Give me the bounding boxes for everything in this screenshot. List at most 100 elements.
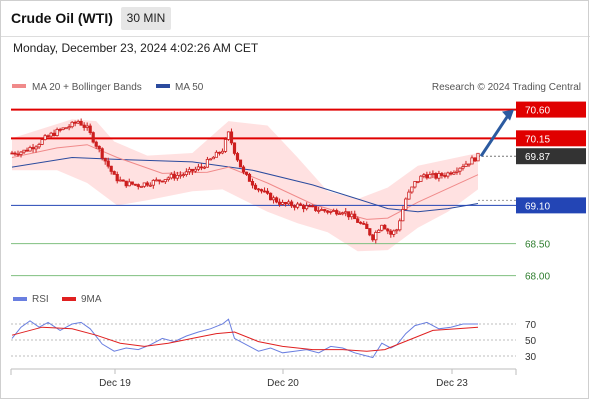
candle-body [410,186,414,193]
support-label: 68.50 [525,240,550,251]
candle-body [277,201,282,205]
candle-body [289,201,294,207]
candle-body [386,228,390,232]
candle-body [157,179,161,182]
rsi-line [11,318,478,359]
candle-body [280,201,285,205]
candle-body [398,220,402,231]
candle-body [163,179,167,183]
candle-body [22,149,26,153]
candle-body [178,174,182,177]
price-legend: MA 20 + Bollinger Bands MA 50 Research ©… [12,82,581,93]
ma50-legend-label: MA 50 [175,82,204,93]
candle-body [359,221,363,224]
x-tick-label: Dec 20 [267,378,299,389]
candle-body [31,147,35,150]
candle-body [190,168,194,172]
candle-body [310,205,315,208]
rsi-legend-label: RSI [32,294,49,305]
candle-body [404,198,408,210]
candle-body [241,166,246,173]
candle-body [85,125,89,128]
candle-body [187,168,191,173]
candle-body [371,234,375,241]
candle-body [395,229,399,232]
level-labels: 70.60 70.15 69.87 69.10 68.50 68.00 [516,101,586,283]
candle-body [226,131,231,140]
candle-body [332,210,336,212]
candle-body [407,191,411,200]
candle-body [148,184,152,187]
candle-body [166,177,170,180]
candle-body [70,121,74,128]
candle-body [250,180,255,186]
candles [10,118,480,244]
candle-body [109,165,113,172]
rsi-legend: RSI 9MA [13,294,102,305]
candle-body [196,166,200,170]
ma50-legend-swatch [156,84,170,88]
price-levels [11,108,516,277]
candle-body [139,185,143,188]
candle-body [389,230,393,235]
candle-body [320,209,324,211]
rsi-ma-line [11,326,479,352]
candle-body [380,224,384,231]
rsi-panel: 70 50 30 [11,318,537,363]
candle-body [151,179,155,186]
candle-body [229,131,234,144]
resistance-label: 70.60 [525,106,550,117]
candle-body [145,182,149,186]
candle-body [172,173,176,179]
candle-body [235,153,240,161]
candle-body [307,205,312,208]
support-label-box [516,197,586,214]
candle-body [434,173,438,179]
candle-body [130,181,134,185]
candle-body [455,170,459,173]
candle-body [377,229,381,233]
candle-body [392,230,396,235]
candle-body [368,228,372,236]
resistance-label: 70.15 [525,134,550,145]
candle-body [244,171,249,175]
rsi-level-label: 70 [525,320,537,331]
candle-body [304,205,309,210]
candle-body [356,218,360,223]
candle-body [55,128,59,136]
candle-body [28,147,32,152]
candle-body [133,183,137,186]
candle-body [175,174,179,179]
candle-body [335,210,339,215]
candle-body [181,174,185,177]
candle-body [301,204,306,210]
candle-body [82,124,86,128]
candle-body [79,121,83,126]
candle-body [94,141,98,147]
candle-body [416,181,420,183]
candle-body [112,171,116,175]
candle-body [193,168,197,172]
support-label: 68.00 [525,272,550,283]
candle-body [259,189,264,192]
candle-body [419,175,423,182]
candle-body [118,179,122,182]
candle-body [13,152,17,155]
candle-body [458,167,462,172]
projection-arrow-head [502,109,514,121]
header-bar: Crude Oil (WTI) 30 MIN [0,0,590,36]
candle-body [64,127,68,130]
candle-body [10,152,14,155]
candle-body [473,157,477,162]
candle-body [214,151,218,158]
candle-body [73,121,77,124]
candle-body [323,209,327,212]
candle-body [232,142,237,154]
candle-body [205,158,209,168]
timeframe-button[interactable]: 30 MIN [121,7,171,30]
candle-body [103,157,107,162]
candle-body [437,173,441,179]
candle-body [169,173,173,179]
candle-body [268,192,273,201]
